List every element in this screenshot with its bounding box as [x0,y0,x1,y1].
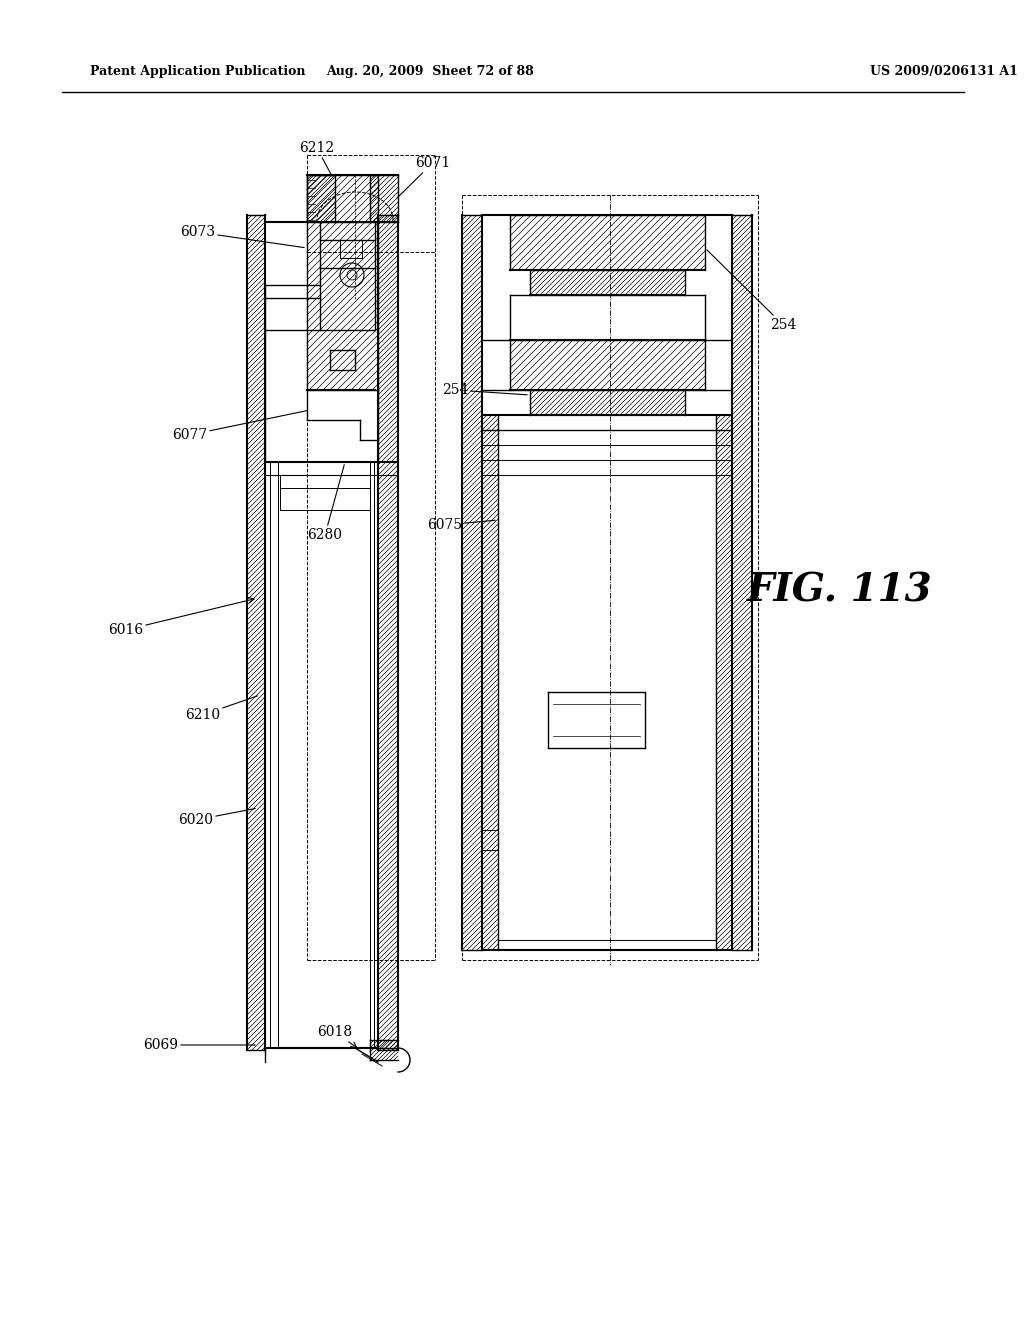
Text: 6212: 6212 [299,141,335,176]
Text: 6071: 6071 [397,156,451,198]
Text: 6020: 6020 [178,809,255,828]
Text: 6077: 6077 [172,411,307,442]
Text: Aug. 20, 2009  Sheet 72 of 88: Aug. 20, 2009 Sheet 72 of 88 [326,66,534,78]
Text: 6018: 6018 [317,1026,356,1048]
Text: 6210: 6210 [185,696,257,722]
Text: Patent Application Publication: Patent Application Publication [90,66,305,78]
Text: 6280: 6280 [307,465,344,543]
Text: 254: 254 [707,249,797,333]
Text: 6075: 6075 [427,517,496,532]
Text: US 2009/0206131 A1: US 2009/0206131 A1 [870,66,1018,78]
Text: 6016: 6016 [108,598,254,638]
Text: 6073: 6073 [180,224,304,248]
Text: FIG. 113: FIG. 113 [748,572,933,609]
Text: 6069: 6069 [143,1038,255,1052]
Text: 254: 254 [441,383,527,397]
